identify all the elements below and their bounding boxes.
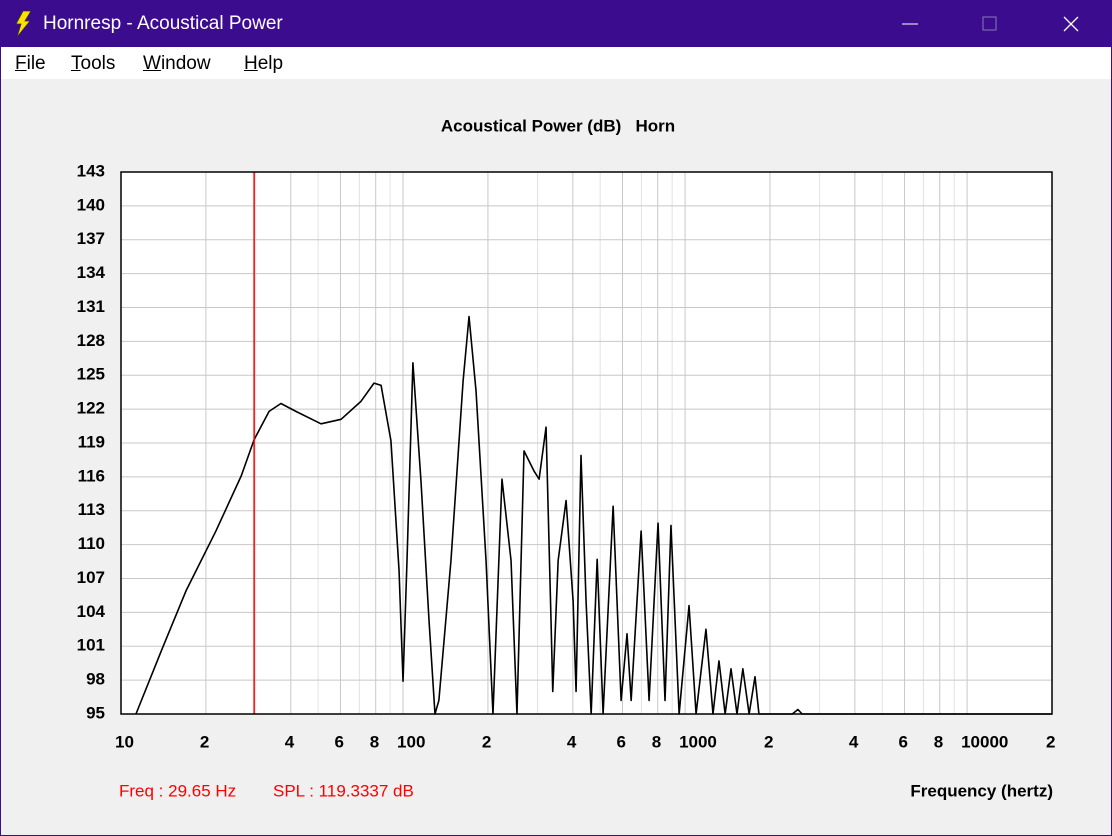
menu-bar: File Tools Window Help — [1, 47, 1111, 79]
x-tick-label: 1000 — [679, 732, 717, 751]
y-tick-label: 122 — [77, 399, 105, 418]
y-tick-label: 137 — [77, 229, 105, 248]
y-tick-label: 95 — [86, 703, 105, 722]
chart: Acoustical Power (dB) Horn Frequency (he… — [77, 116, 1056, 800]
x-tick-label: 2 — [1046, 732, 1055, 751]
menu-item[interactable]: Help — [244, 53, 284, 74]
menu-item[interactable]: File — [15, 53, 46, 74]
y-tick-label: 128 — [77, 331, 105, 350]
window-controls — [902, 16, 1079, 32]
window-title: Hornresp - Acoustical Power — [43, 13, 283, 34]
y-tick-label: 140 — [77, 195, 105, 214]
y-tick-label: 104 — [77, 602, 106, 621]
menu-item[interactable]: Tools — [71, 53, 116, 74]
x-tick-label: 8 — [652, 732, 661, 751]
x-tick-label: 2 — [200, 732, 209, 751]
x-tick-label: 2 — [482, 732, 491, 751]
x-tick-label: 4 — [567, 732, 577, 751]
title-bar: Hornresp - Acoustical Power — [1, 1, 1111, 47]
app-icon — [15, 10, 32, 38]
y-tick-label: 125 — [77, 365, 105, 384]
y-tick-label: 131 — [77, 297, 105, 316]
y-tick-label: 143 — [77, 161, 105, 180]
y-tick-label: 134 — [77, 263, 106, 282]
maximize-button[interactable] — [982, 16, 997, 31]
x-axis-label: Frequency (hertz) — [910, 781, 1053, 800]
x-tick-label: 8 — [370, 732, 379, 751]
y-tick-label: 119 — [78, 432, 105, 451]
y-tick-label: 107 — [77, 568, 105, 587]
close-button[interactable] — [1063, 16, 1079, 32]
y-tick-label: 113 — [78, 500, 105, 519]
y-tick-label: 110 — [78, 534, 105, 553]
x-tick-label: 8 — [934, 732, 943, 751]
y-tick-label: 98 — [86, 670, 105, 689]
y-tick-label: 116 — [78, 466, 105, 485]
x-tick-label: 4 — [285, 732, 295, 751]
x-tick-label: 6 — [334, 732, 343, 751]
menu-item[interactable]: Window — [143, 53, 211, 74]
x-tick-label: 4 — [849, 732, 859, 751]
x-tick-label: 10 — [115, 732, 134, 751]
chart-title: Acoustical Power (dB) Horn — [441, 116, 675, 135]
y-tick-label: 101 — [77, 636, 105, 655]
annotation: SPL : 119.3337 dB — [273, 781, 414, 800]
x-tick-label: 2 — [764, 732, 773, 751]
x-tick-label: 6 — [899, 732, 908, 751]
annotation: Freq : 29.65 Hz — [119, 781, 236, 800]
plot-border — [120, 171, 1053, 715]
x-tick-label: 10000 — [961, 732, 1008, 751]
x-tick-label: 6 — [616, 732, 625, 751]
x-tick-label: 100 — [397, 732, 425, 751]
